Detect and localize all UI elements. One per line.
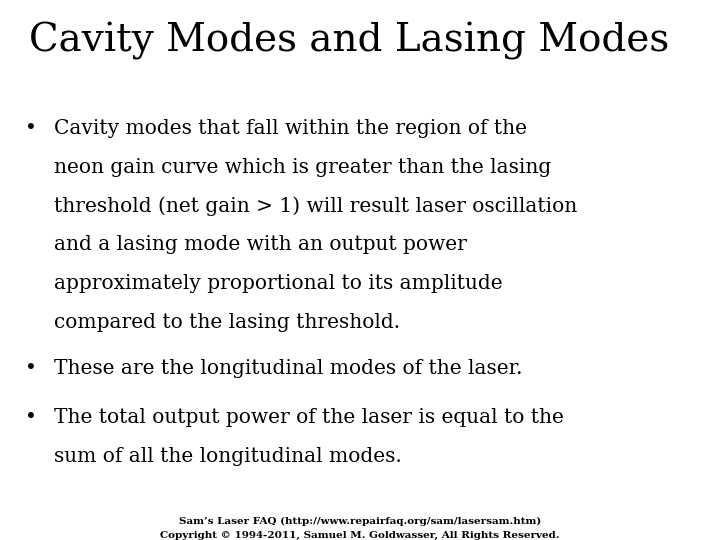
Text: sum of all the longitudinal modes.: sum of all the longitudinal modes.	[54, 447, 402, 465]
Text: threshold (net gain > 1) will result laser oscillation: threshold (net gain > 1) will result las…	[54, 197, 577, 216]
Text: •: •	[25, 408, 37, 427]
Text: and a lasing mode with an output power: and a lasing mode with an output power	[54, 235, 467, 254]
Text: approximately proportional to its amplitude: approximately proportional to its amplit…	[54, 274, 503, 293]
Text: Cavity modes that fall within the region of the: Cavity modes that fall within the region…	[54, 119, 527, 138]
Text: These are the longitudinal modes of the laser.: These are the longitudinal modes of the …	[54, 359, 523, 378]
Text: •: •	[25, 119, 37, 138]
Text: compared to the lasing threshold.: compared to the lasing threshold.	[54, 313, 400, 332]
Text: The total output power of the laser is equal to the: The total output power of the laser is e…	[54, 408, 564, 427]
Text: Cavity Modes and Lasing Modes: Cavity Modes and Lasing Modes	[29, 22, 669, 59]
Text: Copyright © 1994-2011, Samuel M. Goldwasser, All Rights Reserved.: Copyright © 1994-2011, Samuel M. Goldwas…	[161, 531, 559, 540]
Text: Sam’s Laser FAQ (http://www.repairfaq.org/sam/lasersam.htm): Sam’s Laser FAQ (http://www.repairfaq.or…	[179, 517, 541, 526]
Text: neon gain curve which is greater than the lasing: neon gain curve which is greater than th…	[54, 158, 552, 177]
Text: •: •	[25, 359, 37, 378]
